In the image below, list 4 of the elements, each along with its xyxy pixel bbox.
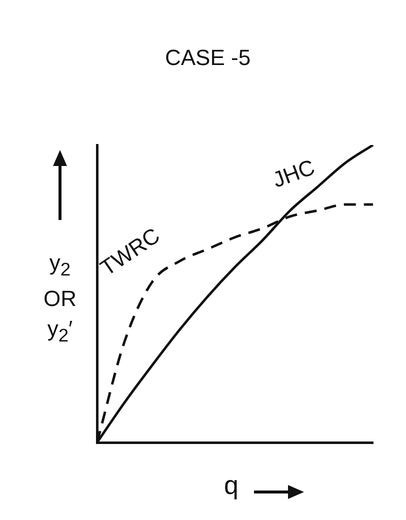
y-axis-title: y$_{2}$ OR y$_{2}$′ xyxy=(42,249,78,348)
chart-title: CASE -5 xyxy=(165,45,251,70)
text: JHC xyxy=(269,154,318,192)
x-axis-title: q xyxy=(224,470,238,501)
